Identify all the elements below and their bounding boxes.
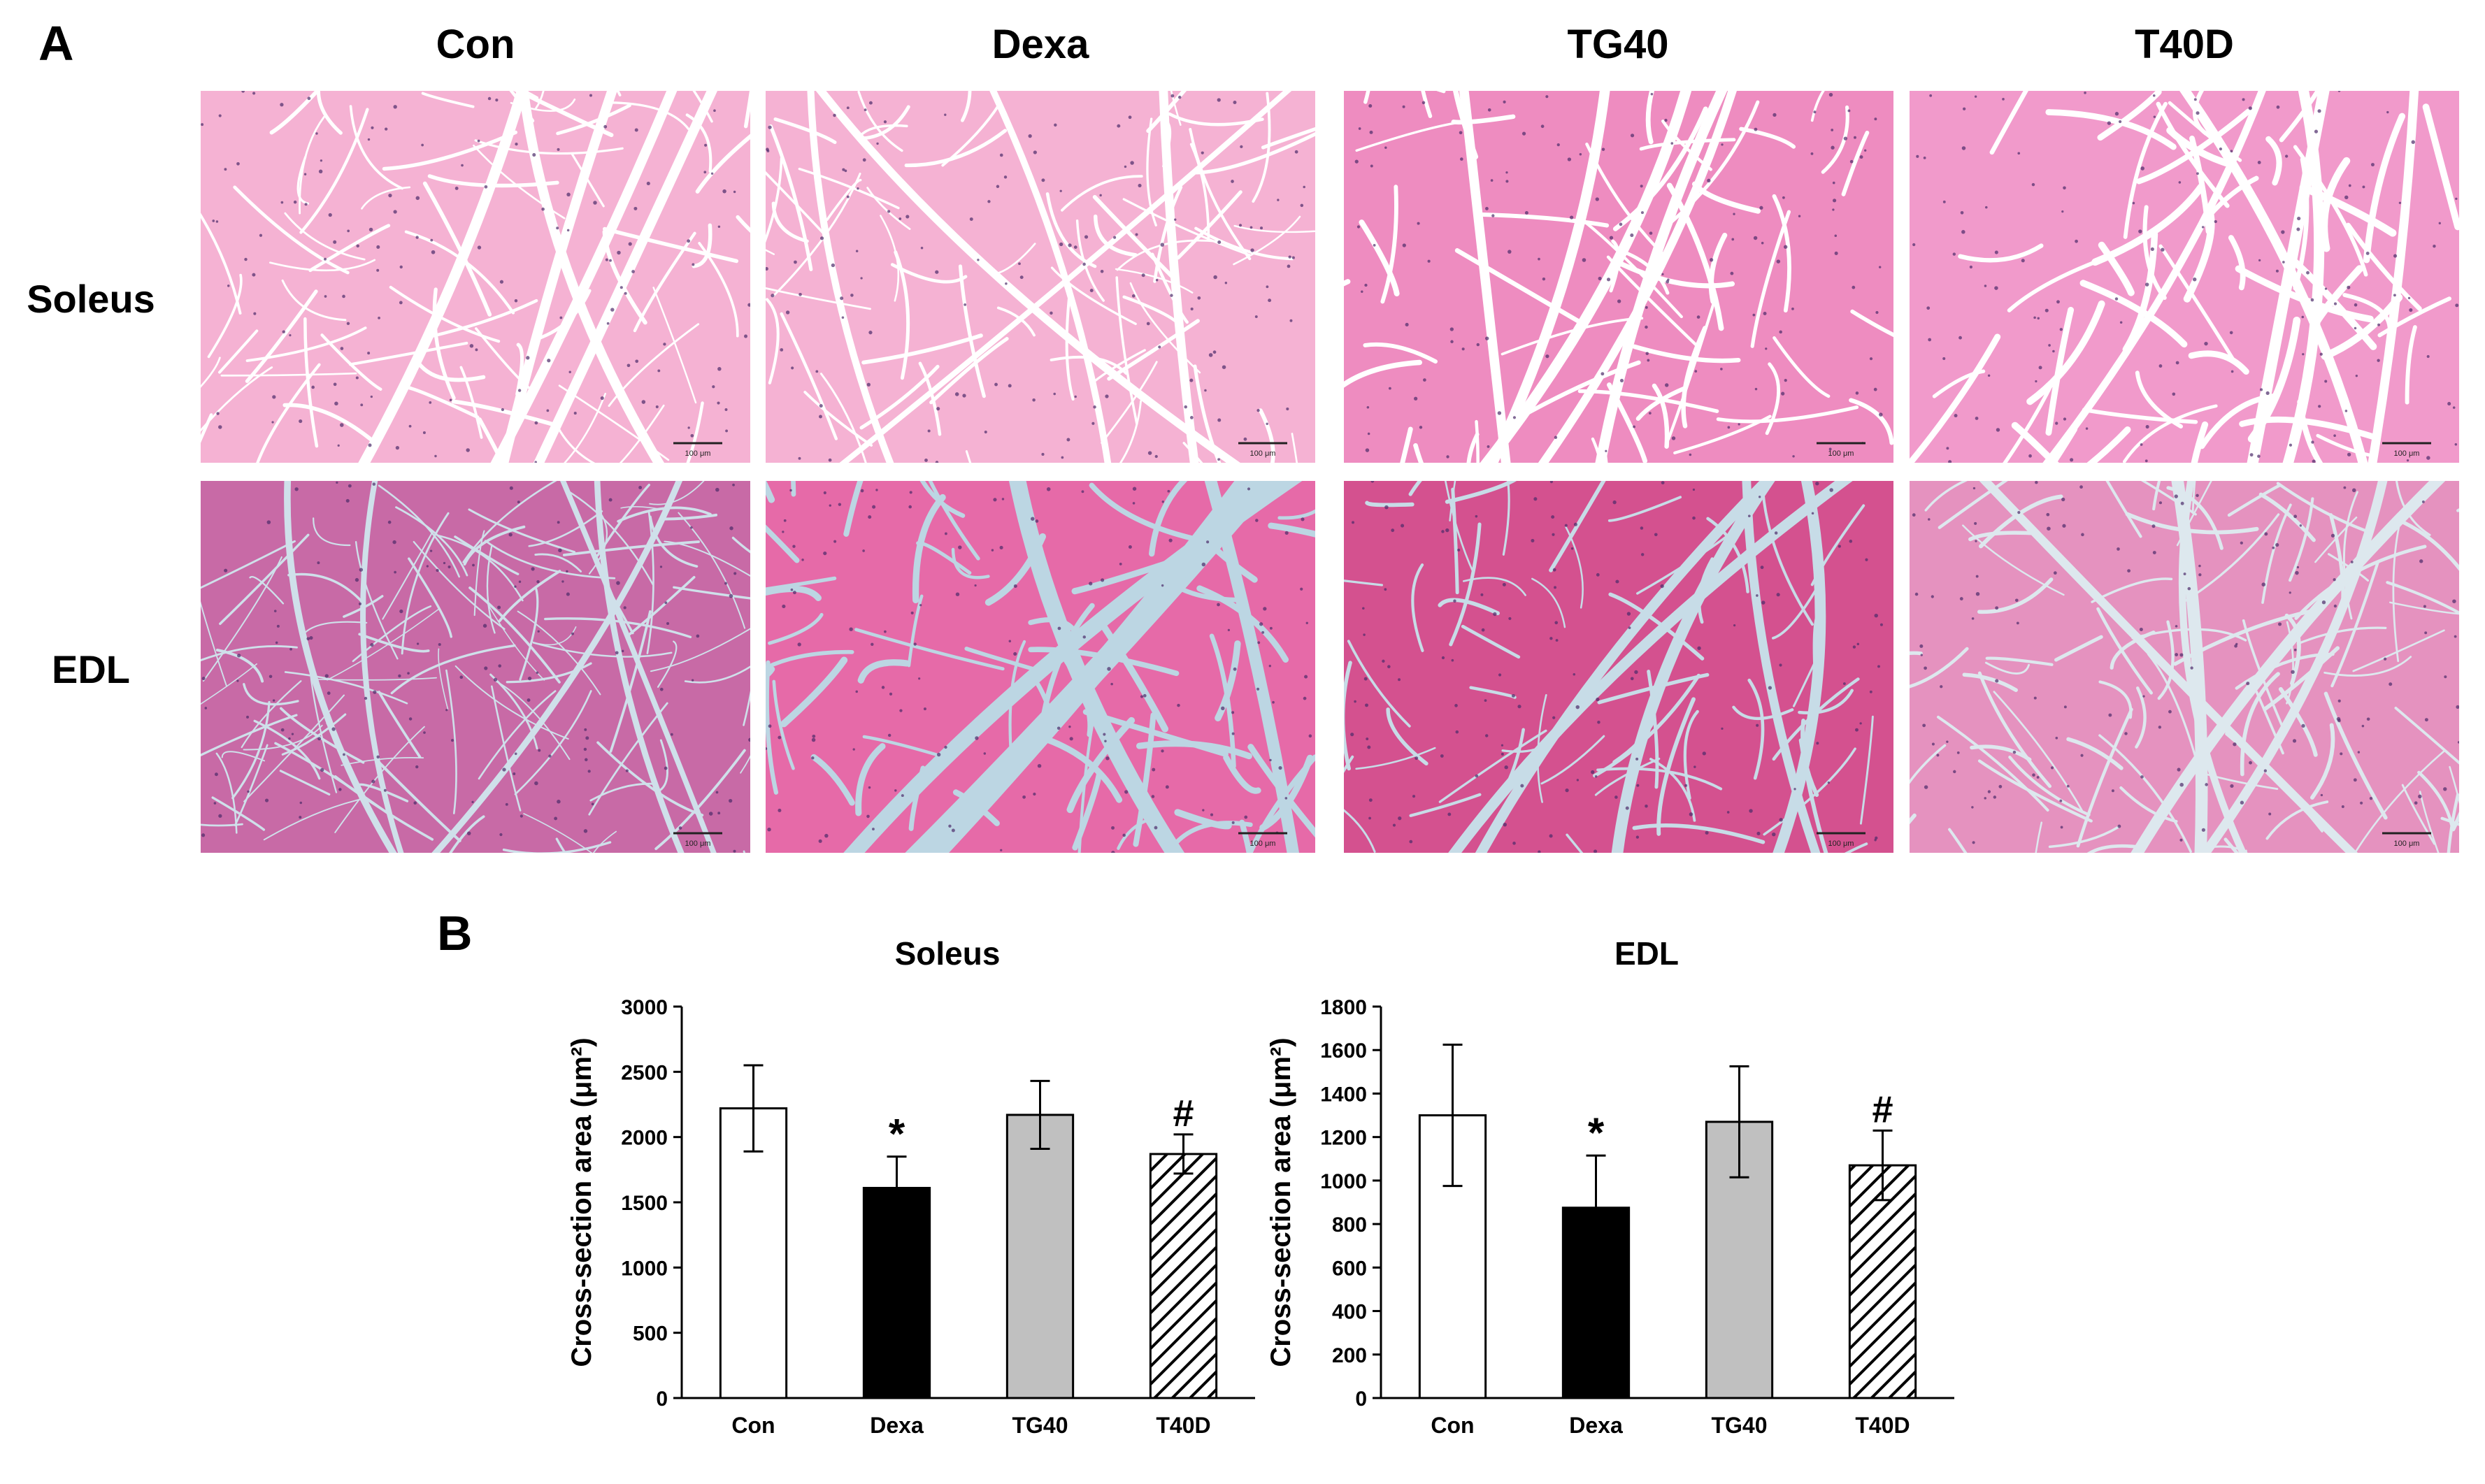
y-tick-label: 0: [656, 1388, 668, 1411]
y-tick-label: 2000: [621, 1127, 668, 1150]
y-tick-label: 400: [1332, 1301, 1367, 1324]
y-tick-label: 0: [1355, 1388, 1367, 1411]
y-tick-label: 500: [633, 1323, 668, 1346]
edl-bar-chart: EDL Cross-section area (μm²) 0 200 400 600 800…: [1266, 935, 1954, 1438]
panel-a-label: A: [38, 16, 74, 71]
row-header-edl: EDL: [52, 647, 130, 691]
y-tick-label: 3000: [621, 996, 668, 1019]
column-header-con: Con: [436, 22, 515, 67]
histology-edl-con: 100 μm: [201, 481, 750, 853]
soleus-bar-chart: Soleus Cross-section area (μm²) 0 500 1000 15…: [566, 935, 1255, 1438]
x-tick-label: Con: [1431, 1413, 1474, 1438]
y-axis-label: Cross-section area (μm²): [566, 1037, 597, 1367]
svg-text:100 μm: 100 μm: [1250, 449, 1276, 458]
y-tick-label: 600: [1332, 1257, 1367, 1280]
histology-edl-t40d: 100 μm: [1910, 481, 2459, 853]
histology-soleus-t40d: 100 μm: [1910, 91, 2459, 463]
histology-soleus-con: 100 μm: [201, 91, 750, 463]
chart-title: EDL: [1614, 935, 1679, 972]
bar-tg40: [1005, 1114, 1075, 1399]
significance-marker: #: [1173, 1093, 1194, 1134]
y-tick-label: 1200: [1320, 1127, 1367, 1150]
histology-edl-dexa: 100 μm: [766, 481, 1315, 853]
significance-marker: *: [889, 1111, 905, 1158]
panel-b-label: B: [437, 906, 473, 960]
column-header-dexa: Dexa: [991, 22, 1089, 67]
x-tick-label: TG40: [1012, 1413, 1068, 1438]
y-tick-label: 1000: [1320, 1170, 1367, 1193]
y-tick-label: 1400: [1320, 1083, 1367, 1106]
column-header-t40d: T40D: [2135, 22, 2234, 67]
x-tick-label: TG40: [1711, 1413, 1767, 1438]
x-tick-label: Dexa: [1569, 1413, 1623, 1438]
chart-title: Soleus: [895, 935, 1001, 972]
y-axis-label: Cross-section area (μm²): [1266, 1037, 1296, 1367]
svg-text:100 μm: 100 μm: [1828, 840, 1854, 848]
y-tick-label: 800: [1332, 1213, 1367, 1237]
significance-marker: *: [1588, 1109, 1605, 1156]
bar-t40d: [1848, 1164, 1917, 1399]
histology-edl-tg40: 100 μm: [1344, 481, 1893, 853]
y-tick-label: 2500: [621, 1061, 668, 1084]
y-tick-label: 200: [1332, 1344, 1367, 1367]
x-tick-label: Dexa: [870, 1413, 924, 1438]
y-tick-label: 1000: [621, 1257, 668, 1280]
svg-text:100 μm: 100 μm: [685, 840, 711, 848]
bar-t40d: [1149, 1153, 1218, 1399]
svg-text:100 μm: 100 μm: [1828, 449, 1854, 458]
y-tick-label: 1800: [1320, 996, 1367, 1019]
x-tick-label: T40D: [1855, 1413, 1910, 1438]
svg-text:100 μm: 100 μm: [1250, 840, 1276, 848]
svg-text:100 μm: 100 μm: [2394, 840, 2420, 848]
histology-soleus-dexa: 100 μm: [766, 91, 1315, 463]
row-header-soleus: Soleus: [27, 277, 155, 321]
svg-text:100 μm: 100 μm: [2394, 449, 2420, 458]
column-header-tg40: TG40: [1567, 22, 1669, 67]
y-tick-label: 1500: [621, 1192, 668, 1215]
histology-soleus-tg40: 100 μm: [1344, 91, 1893, 463]
svg-text:100 μm: 100 μm: [685, 449, 711, 458]
x-tick-label: Con: [731, 1413, 775, 1438]
significance-marker: #: [1872, 1088, 1893, 1130]
x-tick-label: T40D: [1156, 1413, 1210, 1438]
y-tick-label: 1600: [1320, 1039, 1367, 1062]
bar-dexa: [862, 1186, 931, 1399]
